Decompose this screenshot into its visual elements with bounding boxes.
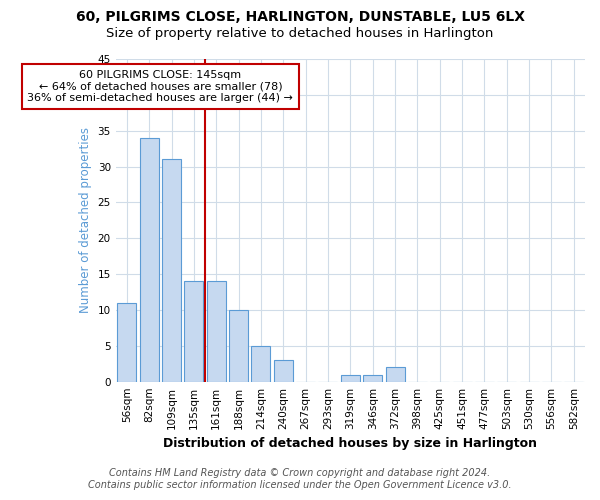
Bar (184, 282, 203, 382)
Text: Size of property relative to detached houses in Harlington: Size of property relative to detached ho… (106, 28, 494, 40)
Bar (118, 303, 136, 382)
Text: 60 PILGRIMS CLOSE: 145sqm
← 64% of detached houses are smaller (78)
36% of semi-: 60 PILGRIMS CLOSE: 145sqm ← 64% of detac… (28, 70, 293, 103)
Bar (207, 282, 226, 382)
Text: 60, PILGRIMS CLOSE, HARLINGTON, DUNSTABLE, LU5 6LX: 60, PILGRIMS CLOSE, HARLINGTON, DUNSTABL… (76, 10, 524, 24)
Bar (363, 374, 382, 382)
Bar (140, 138, 158, 382)
Bar (274, 360, 293, 382)
X-axis label: Distribution of detached houses by size in Harlington: Distribution of detached houses by size … (163, 437, 538, 450)
Text: Contains HM Land Registry data © Crown copyright and database right 2024.
Contai: Contains HM Land Registry data © Crown c… (88, 468, 512, 490)
Bar (341, 374, 360, 382)
Bar (229, 310, 248, 382)
Y-axis label: Number of detached properties: Number of detached properties (79, 128, 92, 314)
Bar (251, 346, 271, 382)
Bar (162, 160, 181, 382)
Bar (386, 368, 404, 382)
